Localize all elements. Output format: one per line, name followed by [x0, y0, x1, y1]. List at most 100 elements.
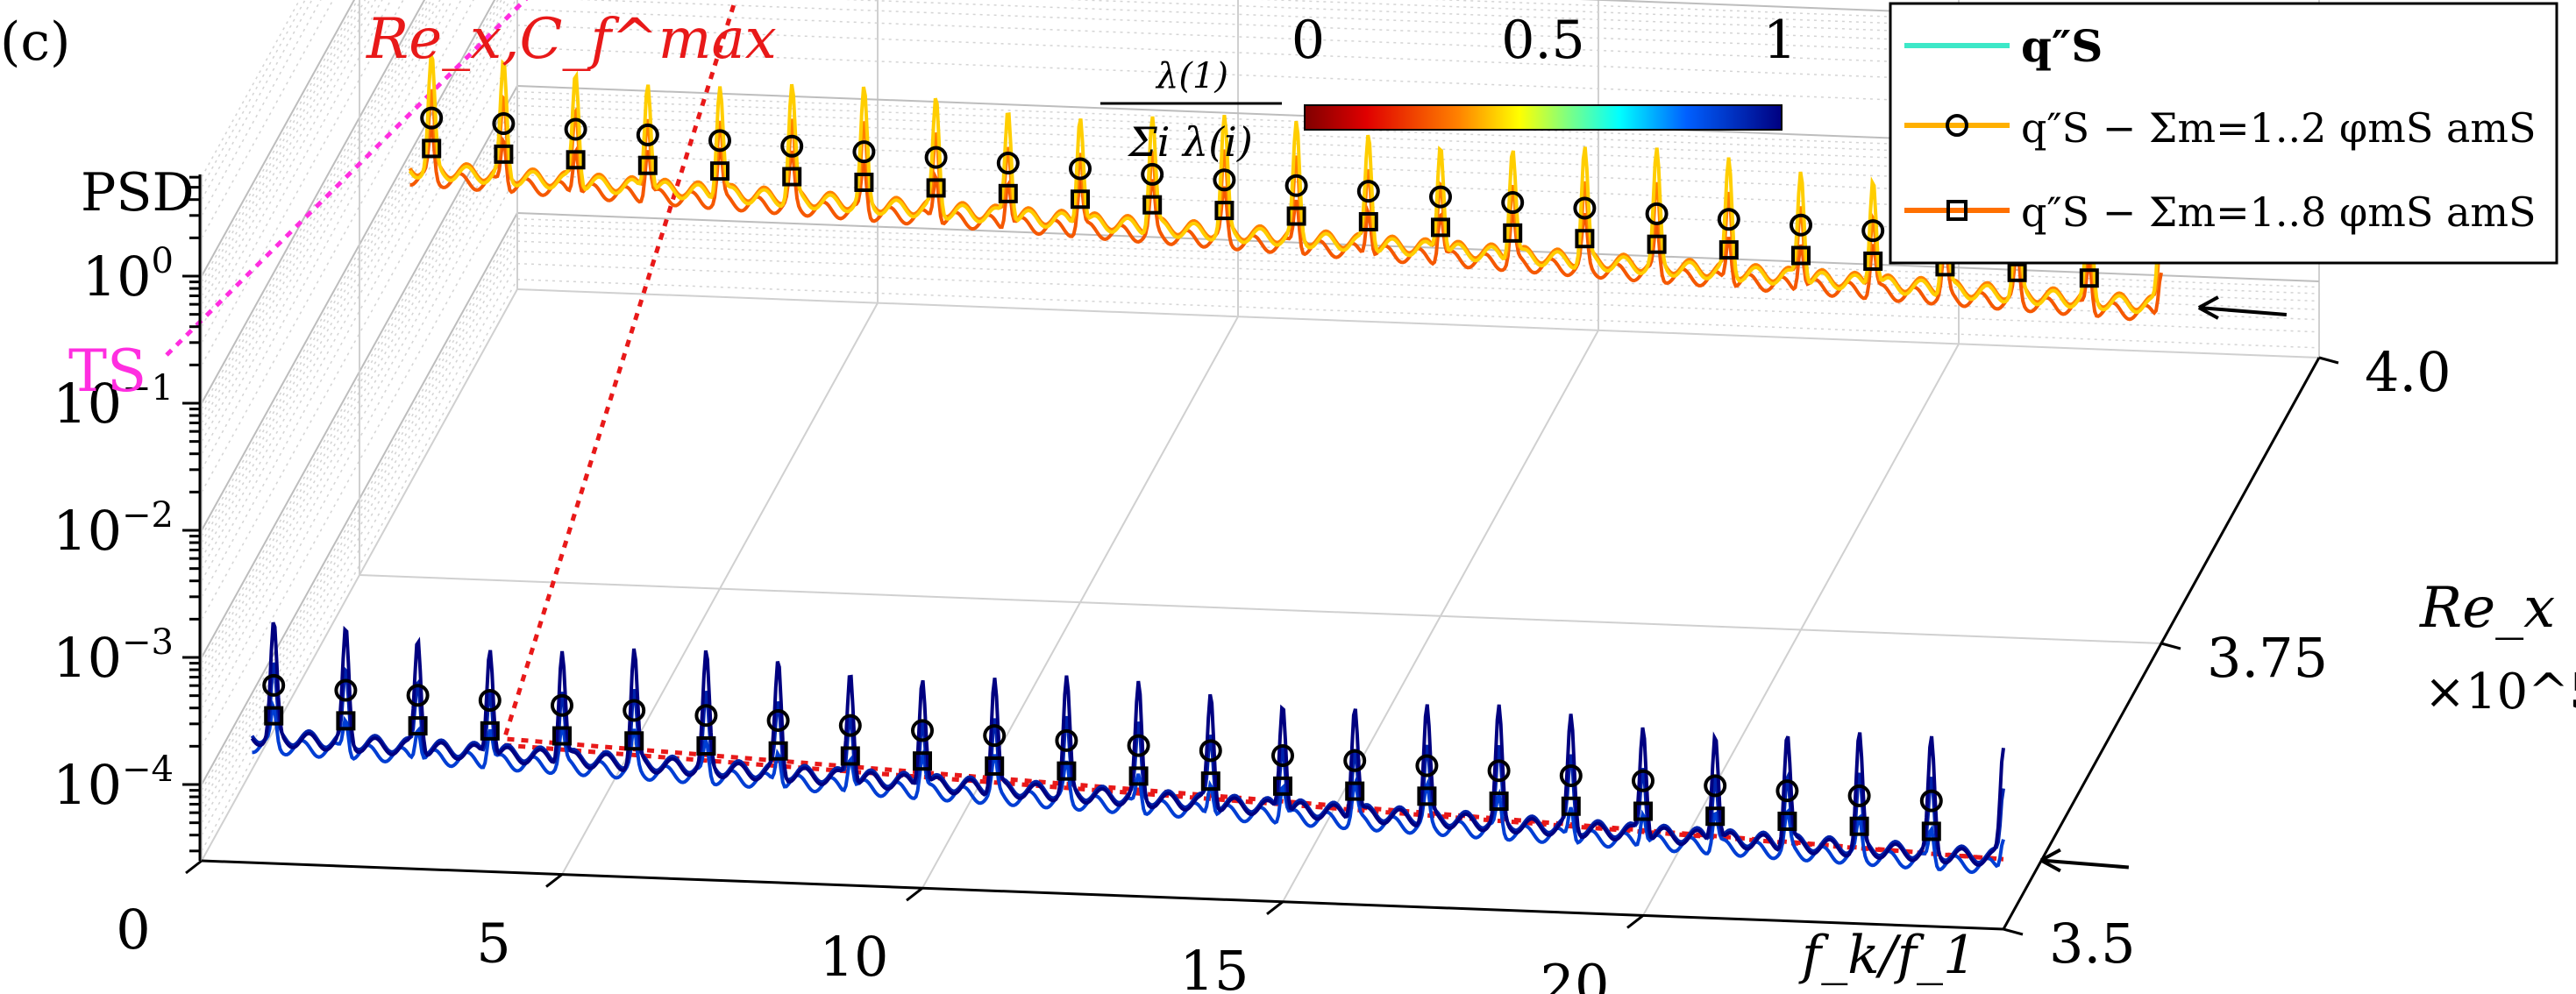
legend-marker-circle	[1946, 114, 1968, 137]
marker-circle-re-3_5-6	[623, 699, 646, 722]
marker-circle-re-3_5-14	[1199, 739, 1222, 763]
marker-circle-re-3_75-2	[492, 112, 516, 136]
arrow-head-re-3_75	[2197, 295, 2219, 320]
marker-square-re-3_75-10	[1071, 189, 1090, 209]
legend-label-qs: q″S	[2021, 20, 2103, 72]
marker-circle-re-3_5-21	[1704, 774, 1727, 798]
marker-circle-re-3_75-19	[1717, 208, 1740, 231]
marker-square-re-3_5-19	[1561, 796, 1581, 816]
marker-square-re-3_75-14	[1358, 211, 1378, 231]
marker-square-re-3_75-12	[1214, 201, 1235, 221]
marker-circle-re-3_5-2	[334, 678, 358, 702]
x-tick-3	[1266, 900, 1284, 915]
legend-label-mode2: q″S − Σm=1..2 φmS amS	[2021, 104, 2537, 152]
marker-circle-re-3_5-11	[983, 724, 1007, 748]
marker-circle-re-3_5-15	[1271, 744, 1294, 768]
arrow-line-re-3_75	[2198, 306, 2288, 316]
floor-gridline-re-1	[359, 574, 2162, 644]
series-group	[250, 54, 2163, 875]
marker-square-re-3_5-23	[1849, 816, 1869, 836]
marker-circle-re-3_5-1	[262, 673, 286, 697]
marker-circle-re-3_75-17	[1573, 196, 1597, 220]
marker-square-re-3_5-20	[1633, 801, 1653, 821]
back-wall-hline--5-3	[516, 279, 2320, 349]
marker-circle-re-3_5-16	[1343, 749, 1367, 772]
back-wall-hline--5-5	[516, 250, 2320, 321]
marker-square-re-3_5-22	[1777, 811, 1797, 831]
y-tick-label-0: 3.5	[2049, 912, 2136, 976]
marker-circle-re-3_75-7	[852, 140, 876, 164]
x-tick-label-1: 5	[476, 912, 510, 976]
marker-square-re-3_5-18	[1489, 792, 1509, 812]
marker-square-re-3_5-1	[264, 706, 284, 726]
x-axis-line	[201, 859, 2004, 931]
marker-square-re-3_75-16	[1503, 223, 1523, 243]
series-line-q-re-3_5	[250, 621, 2005, 867]
marker-circle-re-3_5-13	[1127, 734, 1150, 757]
marker-square-re-3_75-13	[1286, 206, 1306, 226]
marker-square-re-3_75-23	[2007, 262, 2027, 282]
marker-square-re-3_75-21	[1863, 251, 1883, 271]
marker-circle-re-3_5-9	[838, 714, 862, 737]
marker-square-re-3_75-18	[1647, 234, 1667, 254]
marker-circle-re-3_75-20	[1790, 213, 1812, 237]
marker-circle-re-3_75-6	[780, 134, 804, 158]
x-tick-label-0: 0	[116, 898, 150, 962]
y-tick-2	[2318, 356, 2339, 365]
marker-circle-re-3_75-9	[996, 152, 1020, 175]
marker-circle-re-3_5-17	[1415, 754, 1439, 777]
x-tick-4	[1626, 914, 1644, 929]
marker-square-re-3_5-7	[696, 736, 716, 756]
x-tick-2	[906, 887, 923, 902]
y-tick-label-2: 4.0	[2365, 340, 2451, 404]
marker-square-re-3_5-15	[1273, 776, 1292, 796]
marker-square-re-3_75-1	[422, 138, 442, 159]
marker-circle-re-3_75-16	[1501, 191, 1525, 215]
marker-circle-re-3_75-5	[708, 129, 731, 153]
x-tick-label-4: 20	[1541, 952, 1610, 994]
colorbar-tick-1: 1	[1763, 10, 1797, 71]
colorbar-bar	[1304, 104, 1783, 131]
marker-circle-re-3_5-12	[1055, 728, 1078, 752]
back-wall-hline--5-8	[516, 224, 2320, 295]
marker-circle-re-3_5-4	[478, 689, 502, 713]
floor-gridline-re-2	[516, 288, 2320, 359]
marker-square-re-3_5-10	[913, 751, 932, 771]
marker-circle-re-3_75-14	[1356, 180, 1380, 203]
marker-square-re-3_5-4	[480, 721, 500, 741]
y-tick-label-1: 3.75	[2207, 626, 2328, 690]
marker-square-re-3_5-12	[1057, 761, 1077, 781]
marker-circle-re-3_75-13	[1284, 174, 1308, 197]
ts-guide-line	[165, 0, 529, 357]
marker-square-re-3_75-2	[494, 144, 514, 164]
marker-square-re-3_75-9	[998, 183, 1018, 203]
z-tick-label-4: 10−4	[53, 749, 174, 817]
marker-square-re-3_75-4	[637, 155, 658, 175]
marker-circle-re-3_5-18	[1487, 759, 1511, 783]
z-tick-label-3: 10−3	[53, 622, 174, 690]
marker-square-re-3_5-21	[1705, 806, 1726, 827]
colorbar-label-numerator: λ(1)	[1155, 56, 1228, 96]
marker-square-re-3_5-3	[408, 716, 428, 736]
marker-square-re-3_5-17	[1417, 786, 1437, 806]
marker-circle-re-3_75-4	[636, 123, 659, 146]
marker-circle-re-3_5-19	[1559, 763, 1583, 787]
arrow-line-re-3_5	[2040, 858, 2130, 870]
marker-circle-re-3_5-5	[551, 693, 573, 717]
z-axis-label: PSD	[81, 162, 195, 224]
marker-circle-re-3_5-7	[694, 704, 718, 728]
marker-square-re-3_75-20	[1791, 245, 1811, 266]
marker-circle-re-3_5-3	[406, 684, 430, 707]
panel-label: (c)	[0, 11, 70, 73]
marker-square-re-3_75-7	[854, 172, 874, 192]
x-axis-label: f_k/f_1	[1798, 925, 1976, 986]
z-tick-label-0: 100	[82, 241, 174, 309]
marker-circle-re-3_75-15	[1429, 185, 1452, 209]
arrow-head-re-3_5	[2039, 848, 2061, 873]
y-tick-0	[2003, 927, 2024, 936]
x-tick-label-2: 10	[820, 925, 889, 989]
z-tick-label-2: 10−2	[53, 495, 174, 563]
cfmax-guide-line	[501, 0, 2004, 862]
colorbar-tick-0: 0	[1292, 10, 1325, 71]
series-line-q-re-3_75	[408, 54, 2163, 315]
